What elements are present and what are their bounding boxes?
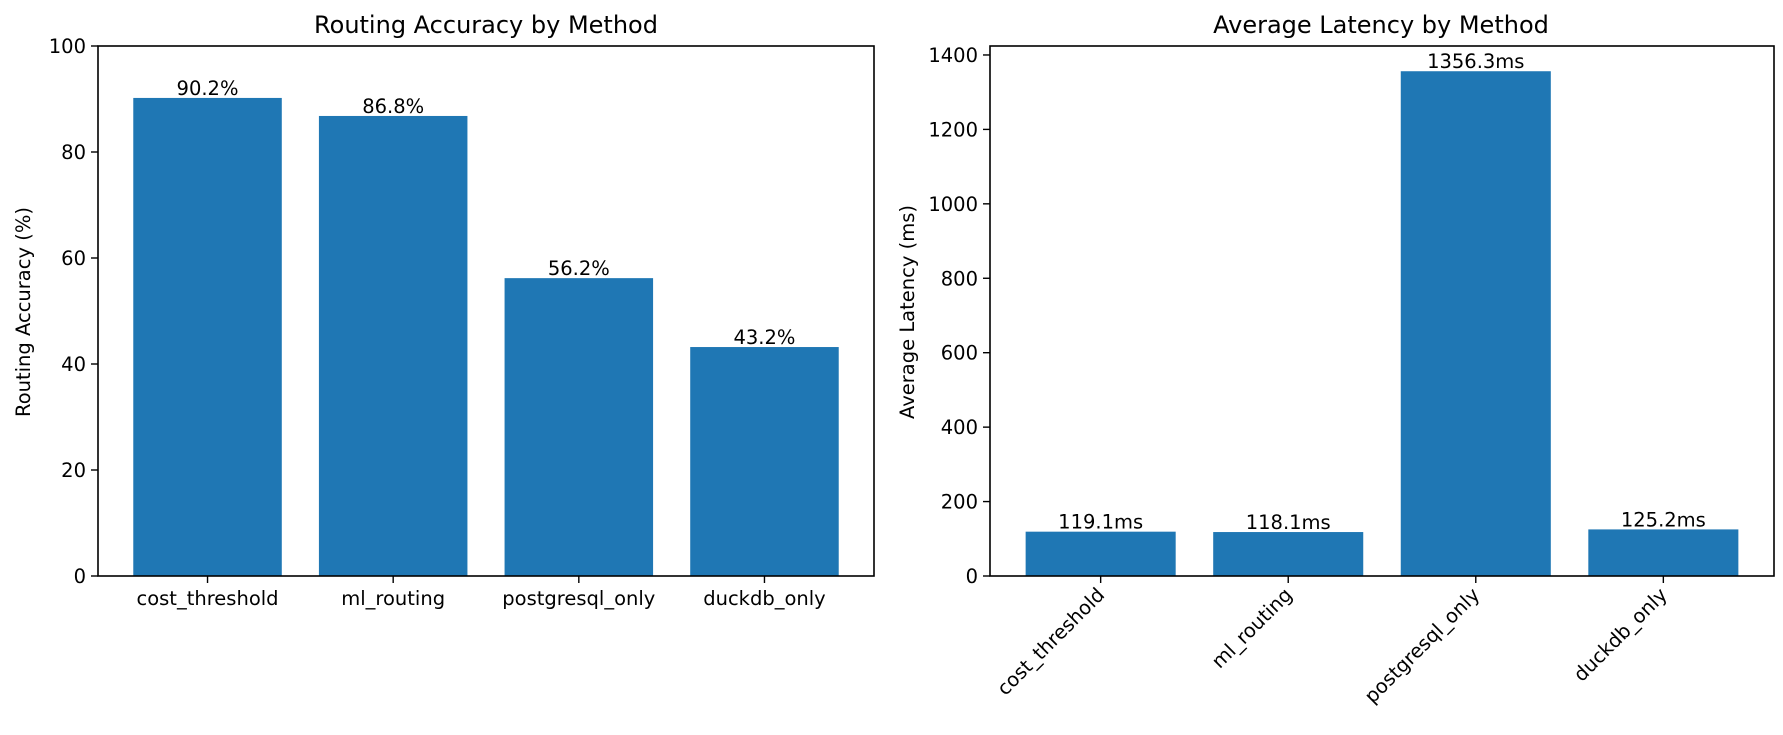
accuracy-bar-postgresql-only [504,278,654,576]
accuracy-x-tick-label-1: ml_routing [341,587,445,610]
accuracy-x-tick-label-2: postgresql_only [502,587,655,610]
latency-bar-postgresql-only [1400,71,1551,576]
accuracy-data-label-0: 90.2% [177,77,239,100]
latency-y-axis-label: Average Latency (ms) [896,205,919,419]
latency-y-tick-label-4: 800 [941,267,978,290]
accuracy-plot-frame [97,45,875,577]
latency-data-label-1: 118.1ms [1246,511,1331,534]
accuracy-chart-panel: Routing Accuracy by Method Routing Accur… [12,11,875,610]
accuracy-data-label-2: 56.2% [548,257,610,280]
accuracy-chart-title: Routing Accuracy by Method [314,11,658,39]
accuracy-data-labels: 90.2% 86.8% 56.2% 43.2% [177,77,796,349]
accuracy-bar-duckdb-only [690,347,839,576]
accuracy-data-label-3: 43.2% [733,326,795,349]
accuracy-y-tick-label-5: 100 [49,35,86,58]
accuracy-y-tick-label-4: 80 [61,141,86,164]
latency-y-tick-label-1: 200 [941,491,978,514]
latency-y-tick-label-6: 1200 [928,118,978,141]
latency-y-axis: 0 200 400 600 800 1000 1200 1400 [928,44,990,588]
accuracy-y-tick-label-2: 40 [61,353,86,376]
accuracy-y-tick-label-0: 0 [74,565,86,588]
accuracy-bars [133,97,839,577]
accuracy-data-label-1: 86.8% [362,95,424,118]
latency-y-tick-label-2: 400 [941,416,978,439]
latency-y-tick-label-5: 1000 [928,193,978,216]
accuracy-bar-cost-threshold [133,97,282,576]
accuracy-y-tick-label-3: 60 [61,247,86,270]
latency-bar-duckdb-only [1588,529,1739,576]
latency-y-tick-label-7: 1400 [928,44,978,67]
accuracy-y-axis: 0 20 40 60 80 100 [49,35,98,588]
latency-bars [1025,71,1739,576]
accuracy-bar-ml-routing [318,115,468,577]
latency-data-label-2: 1356.3ms [1427,50,1524,73]
accuracy-y-axis-label: Routing Accuracy (%) [12,207,35,417]
latency-bar-cost-threshold [1025,531,1176,576]
latency-y-tick-label-3: 600 [941,342,978,365]
latency-data-label-3: 125.2ms [1621,508,1706,531]
latency-data-labels: 119.1ms 118.1ms 1356.3ms 125.2ms [1058,50,1706,534]
latency-data-label-0: 119.1ms [1058,511,1143,534]
accuracy-x-axis: cost_threshold ml_routing postgresql_only d… [137,576,826,610]
accuracy-x-tick-label-3: duckdb_only [703,587,826,610]
latency-bar-ml-routing [1213,532,1364,576]
latency-y-tick-label-0: 0 [966,565,978,588]
latency-chart-title: Average Latency by Method [1213,11,1549,39]
accuracy-y-tick-label-1: 20 [61,459,86,482]
latency-plot-frame [989,45,1775,577]
accuracy-x-tick-label-0: cost_threshold [137,587,279,610]
